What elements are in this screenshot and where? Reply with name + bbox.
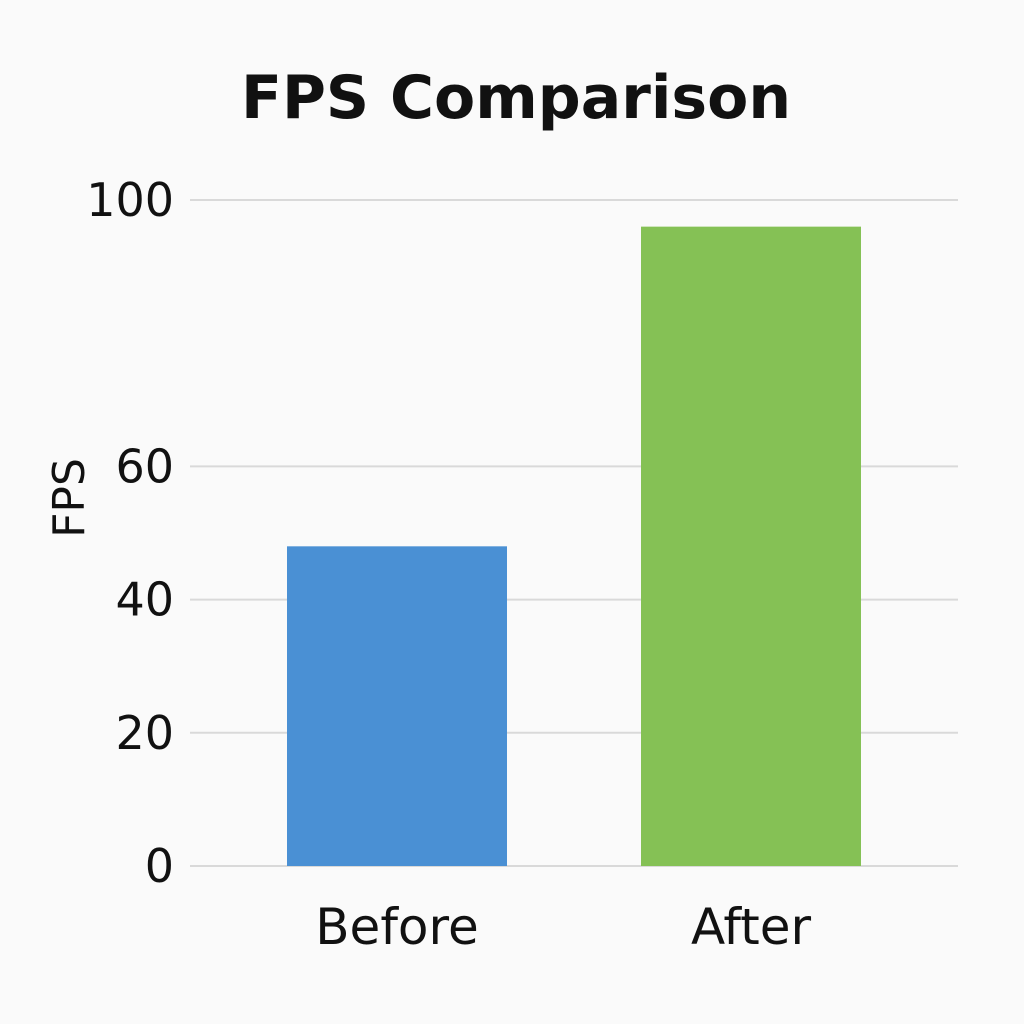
y-tick-label: 20	[115, 706, 174, 760]
x-category-label: After	[691, 898, 812, 956]
bars	[287, 226, 861, 866]
y-tick-label: 100	[86, 173, 174, 227]
x-category-label: Before	[315, 898, 478, 956]
y-tick-label: 0	[145, 839, 174, 893]
chart-title: FPS Comparison	[241, 63, 791, 133]
y-tick-labels: 0 20 40 60 100	[86, 173, 174, 893]
y-tick-label: 60	[115, 439, 174, 493]
y-axis-label: FPS	[44, 458, 95, 538]
x-category-labels: Before After	[315, 898, 811, 956]
y-tick-label: 40	[115, 573, 174, 627]
bar-after	[641, 226, 861, 866]
bar-before	[287, 546, 507, 866]
